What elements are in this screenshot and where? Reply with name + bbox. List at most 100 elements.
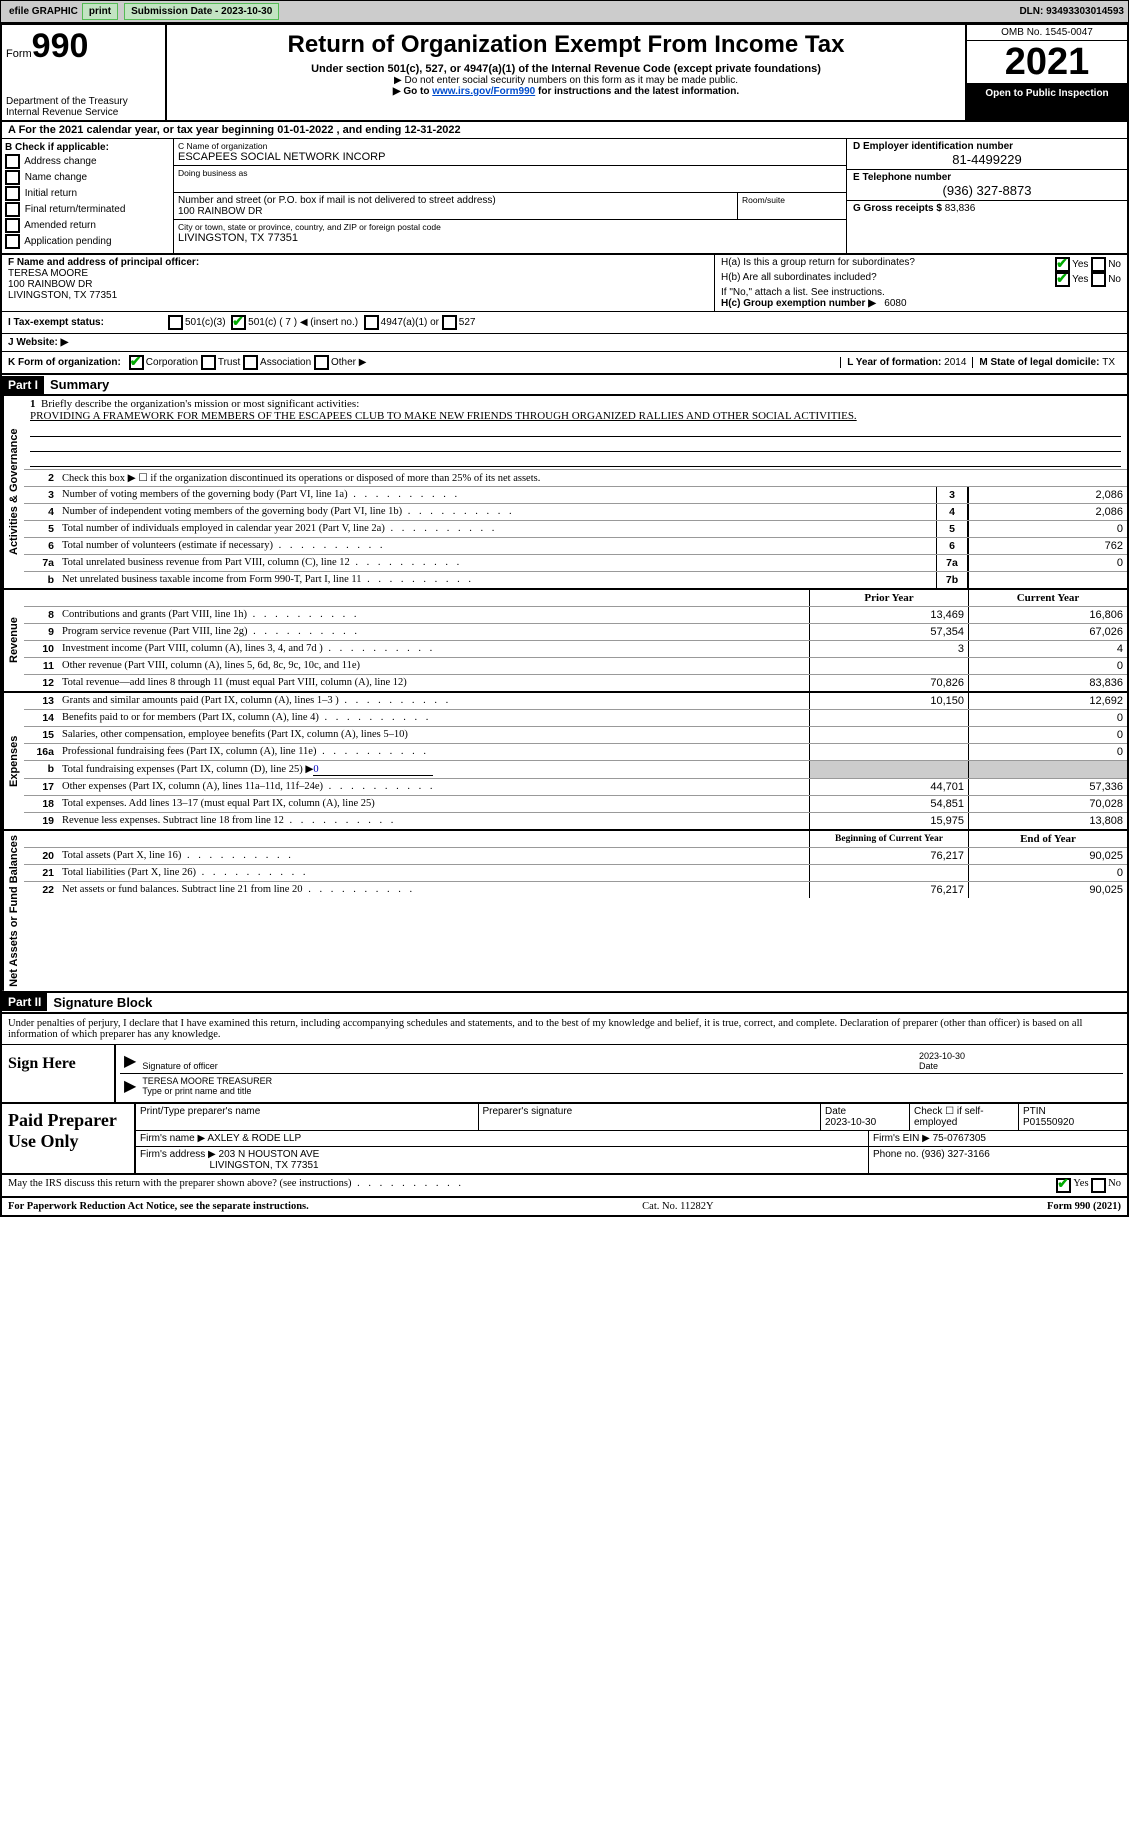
ein: 81-4499229: [853, 152, 1121, 167]
dln: DLN: 93493303014593: [1019, 6, 1124, 17]
officer-name-title: TERESA MOORE TREASURER: [142, 1076, 272, 1086]
val-10-curr: 4: [968, 641, 1127, 657]
footer-line: For Paperwork Reduction Act Notice, see …: [0, 1197, 1129, 1217]
val-13-curr: 12,692: [968, 693, 1127, 709]
open-inspection: Open to Public Inspection: [967, 84, 1127, 120]
irs-label: Internal Revenue Service: [6, 107, 161, 118]
line-1: 1 Briefly describe the organization's mi…: [24, 396, 1127, 469]
efile-topbar: efile GRAPHIC print Submission Date - 20…: [0, 0, 1129, 23]
val-12-curr: 83,836: [968, 675, 1127, 691]
val-15-curr: 0: [968, 727, 1127, 743]
val-8-curr: 16,806: [968, 607, 1127, 623]
chk-527[interactable]: [442, 315, 457, 330]
val-20-curr: 90,025: [968, 848, 1127, 864]
street-address: 100 RAINBOW DR: [178, 206, 733, 217]
form-title-block: Return of Organization Exempt From Incom…: [167, 25, 965, 120]
chk-4947[interactable]: [364, 315, 379, 330]
group-exemption: 6080: [884, 298, 906, 309]
chk-h-a-no[interactable]: [1091, 257, 1106, 272]
firm-phone: (936) 327-3166: [921, 1149, 989, 1160]
val-8-prior: 13,469: [809, 607, 968, 623]
val-20-prior: 76,217: [809, 848, 968, 864]
chk-trust[interactable]: [201, 355, 216, 370]
activities-governance-block: Activities & Governance 1 Briefly descri…: [0, 396, 1129, 590]
org-name: ESCAPEES SOCIAL NETWORK INCORP: [178, 151, 842, 163]
chk-application-pending[interactable]: [5, 234, 20, 249]
ptin: P01550920: [1023, 1117, 1074, 1128]
page-title: Return of Organization Exempt From Incom…: [173, 31, 959, 59]
column-c: C Name of organization ESCAPEES SOCIAL N…: [174, 139, 847, 253]
val-9-curr: 67,026: [968, 624, 1127, 640]
chk-discuss-yes[interactable]: [1056, 1178, 1071, 1193]
chk-name-change[interactable]: [5, 170, 20, 185]
submission-date: Submission Date - 2023-10-30: [124, 3, 279, 20]
principal-officer: F Name and address of principal officer:…: [2, 255, 715, 311]
city-state-zip: LIVINGSTON, TX 77351: [178, 232, 842, 244]
form-id-block: Form990 Department of the Treasury Inter…: [2, 25, 167, 120]
efile-label: efile GRAPHIC: [9, 6, 78, 17]
val-6: 762: [968, 538, 1127, 554]
line-k-l-m: K Form of organization: Corporation Trus…: [0, 352, 1129, 375]
gross-receipts: 83,836: [945, 203, 976, 214]
chk-association[interactable]: [243, 355, 258, 370]
expenses-block: Expenses 13Grants and similar amounts pa…: [0, 693, 1129, 831]
state-domicile: TX: [1102, 357, 1115, 368]
part-ii-header: Part II Signature Block: [0, 993, 1129, 1014]
val-14-curr: 0: [968, 710, 1127, 726]
revenue-block: Revenue Prior YearCurrent Year 8Contribu…: [0, 590, 1129, 693]
val-19-curr: 13,808: [968, 813, 1127, 829]
chk-corporation[interactable]: [129, 355, 144, 370]
chk-501c3[interactable]: [168, 315, 183, 330]
line-a: A For the 2021 calendar year, or tax yea…: [0, 122, 1129, 139]
omb-year-block: OMB No. 1545-0047 2021 Open to Public In…: [965, 25, 1127, 120]
chk-h-b-no[interactable]: [1091, 272, 1106, 287]
arrow-icon: ▶: [124, 1076, 142, 1096]
print-button[interactable]: print: [82, 3, 118, 20]
column-d-e-g: D Employer identification number 81-4499…: [847, 139, 1127, 253]
val-15-prior: [809, 727, 968, 743]
val-7b: [968, 572, 1127, 588]
chk-other[interactable]: [314, 355, 329, 370]
chk-h-b-yes[interactable]: [1055, 272, 1070, 287]
val-22-prior: 76,217: [809, 882, 968, 898]
sign-here-row: Sign Here ▶ Signature of officer 2023-10…: [2, 1045, 1127, 1102]
val-17-prior: 44,701: [809, 779, 968, 795]
firm-address: 203 N HOUSTON AVE: [219, 1149, 320, 1160]
chk-final-return[interactable]: [5, 202, 20, 217]
val-3: 2,086: [968, 487, 1127, 503]
section-b-c-d: B Check if applicable: Address change Na…: [0, 139, 1129, 255]
dept-treasury: Department of the Treasury: [6, 96, 161, 107]
arrow-icon: ▶: [124, 1051, 142, 1071]
tax-year: 2021: [967, 41, 1127, 84]
signature-block: Under penalties of perjury, I declare th…: [0, 1014, 1129, 1175]
val-22-curr: 90,025: [968, 882, 1127, 898]
year-formation: 2014: [944, 357, 966, 368]
chk-501c[interactable]: [231, 315, 246, 330]
val-4: 2,086: [968, 504, 1127, 520]
val-11-curr: 0: [968, 658, 1127, 674]
form-link[interactable]: www.irs.gov/Form990: [432, 86, 535, 97]
val-18-curr: 70,028: [968, 796, 1127, 812]
val-14-prior: [809, 710, 968, 726]
val-7a: 0: [968, 555, 1127, 571]
val-16a-prior: [809, 744, 968, 760]
line-i: I Tax-exempt status: 501(c)(3) 501(c) ( …: [0, 312, 1129, 334]
chk-amended-return[interactable]: [5, 218, 20, 233]
part-i-header: Part I Summary: [0, 375, 1129, 396]
net-assets-block: Net Assets or Fund Balances Beginning of…: [0, 831, 1129, 993]
firm-name: AXLEY & RODE LLP: [207, 1133, 301, 1144]
chk-discuss-no[interactable]: [1091, 1178, 1106, 1193]
section-h: H(a) Is this a group return for subordin…: [715, 255, 1127, 311]
section-f-h: F Name and address of principal officer:…: [0, 255, 1129, 312]
val-17-curr: 57,336: [968, 779, 1127, 795]
val-5: 0: [968, 521, 1127, 537]
val-12-prior: 70,826: [809, 675, 968, 691]
val-9-prior: 57,354: [809, 624, 968, 640]
chk-address-change[interactable]: [5, 154, 20, 169]
val-16a-curr: 0: [968, 744, 1127, 760]
telephone: (936) 327-8873: [853, 183, 1121, 198]
val-21-prior: [809, 865, 968, 881]
column-b: B Check if applicable: Address change Na…: [2, 139, 174, 253]
val-21-curr: 0: [968, 865, 1127, 881]
chk-initial-return[interactable]: [5, 186, 20, 201]
